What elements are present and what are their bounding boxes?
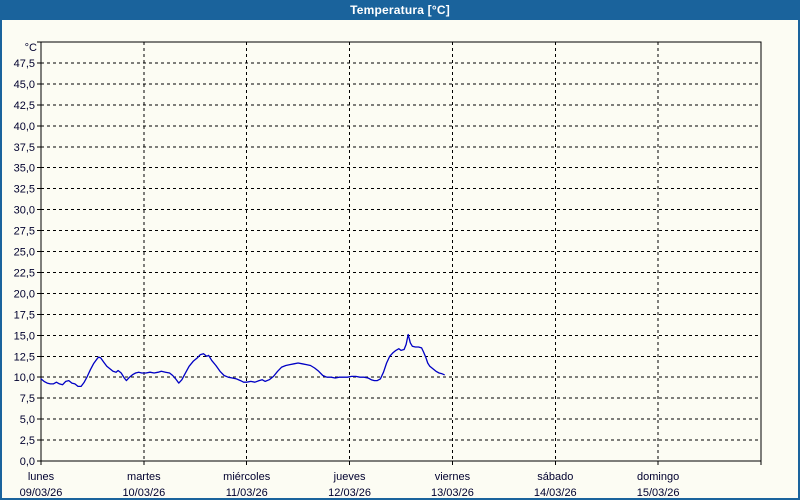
chart-title: Temperatura [°C] [350, 3, 450, 17]
y-axis-label: 17,5 [14, 309, 35, 321]
x-axis-day-label: lunes [28, 471, 55, 483]
x-axis-date-label: 12/03/26 [328, 487, 371, 498]
titlebar: Temperatura [°C] [2, 2, 798, 20]
x-axis-date-label: 13/03/26 [431, 487, 474, 498]
x-axis-date-label: 15/03/26 [637, 487, 680, 498]
y-axis-label: 32,5 [14, 184, 35, 196]
y-axis-label: 30,0 [14, 205, 35, 217]
x-axis-day-label: domingo [637, 471, 679, 483]
y-axis-label: 2,5 [20, 435, 35, 447]
y-axis-label: 47,5 [14, 58, 35, 70]
x-axis-day-label: miércoles [223, 471, 271, 483]
x-axis-date-label: 11/03/26 [226, 487, 268, 498]
y-axis-label: 12,5 [14, 351, 35, 363]
y-axis-label: 25,0 [14, 247, 35, 259]
y-axis-unit-label: °C [25, 42, 37, 54]
y-axis-label: 10,0 [14, 372, 35, 384]
x-axis-day-label: martes [127, 471, 161, 483]
x-axis-day-label: sábado [537, 471, 573, 483]
x-axis-day-label: viernes [435, 471, 471, 483]
y-axis-label: 35,0 [14, 163, 35, 175]
y-axis-label: 42,5 [14, 100, 35, 112]
y-axis-label: 40,0 [14, 121, 35, 133]
y-axis-label: 20,0 [14, 288, 35, 300]
y-axis-label: 0,0 [20, 456, 35, 468]
temperature-line [40, 333, 445, 388]
y-axis-label: 5,0 [20, 414, 35, 426]
x-axis-date-label: 14/03/26 [534, 487, 577, 498]
x-axis-day-label: jueves [333, 471, 366, 483]
y-axis-label: 15,0 [14, 330, 35, 342]
y-axis-label: 45,0 [14, 79, 35, 91]
x-axis-date-label: 10/03/26 [122, 487, 165, 498]
y-axis-label: 22,5 [14, 267, 35, 279]
y-axis-label: 7,5 [20, 393, 35, 405]
y-axis-label: 37,5 [14, 142, 35, 154]
y-axis-label: 27,5 [14, 226, 35, 238]
x-axis-date-label: 09/03/26 [20, 487, 63, 498]
